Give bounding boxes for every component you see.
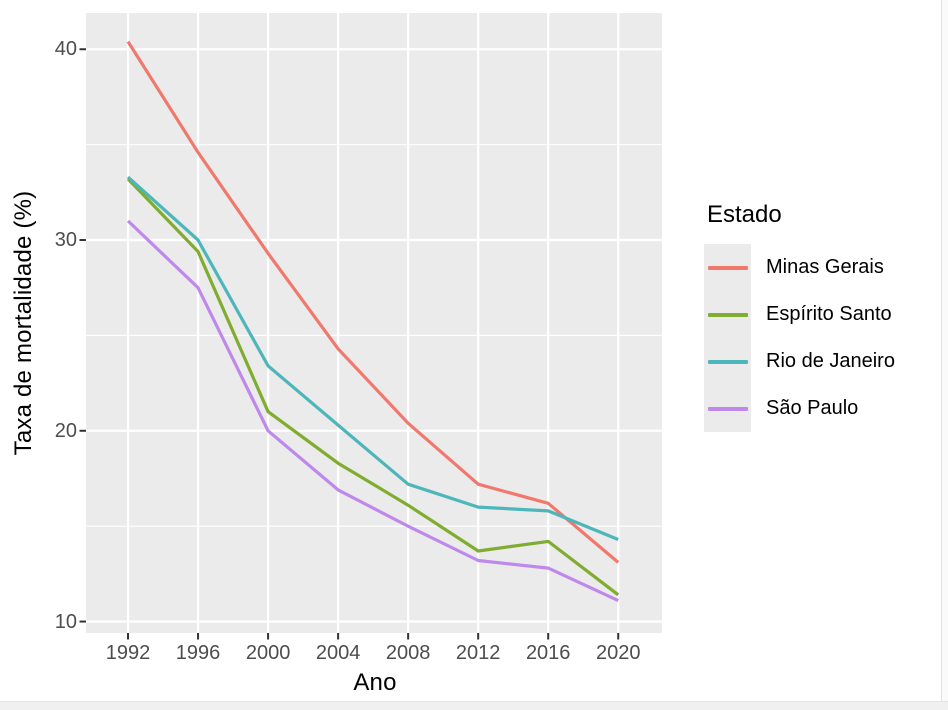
legend-item: Rio de Janeiro (704, 338, 895, 385)
x-tick-label: 2016 (525, 642, 571, 664)
legend-item: São Paulo (704, 385, 895, 432)
legend-items: Minas Gerais Espírito Santo Rio de Janeiro… (704, 244, 895, 432)
x-tick-label: 2008 (385, 642, 431, 664)
x-tick-label: 1996 (175, 642, 221, 664)
legend-key (704, 244, 751, 291)
legend-key (704, 338, 751, 385)
legend-key-line (707, 359, 748, 364)
legend: Estado Minas Gerais Espírito Santo Rio de … (704, 201, 895, 432)
y-tick-label: 30 (54, 229, 77, 251)
legend-item-label: Rio de Janeiro (766, 350, 895, 372)
y-tick-label: 20 (54, 419, 77, 442)
y-tick-label: 10 (54, 610, 77, 633)
legend-item-label: Minas Gerais (766, 256, 884, 278)
legend-title: Estado (707, 201, 782, 228)
x-tick-label: 2000 (245, 642, 291, 664)
legend-item: Minas Gerais (704, 244, 895, 291)
x-tick-label: 1992 (105, 642, 151, 664)
x-tick-label: 2012 (455, 642, 501, 664)
y-axis-title-text: Taxa de mortalidade (%) (10, 190, 37, 456)
x-axis-title: Ano (353, 669, 397, 696)
legend-key-line (707, 406, 748, 411)
series-line-minas-gerais (126, 40, 620, 564)
series-line-são-paulo (126, 219, 619, 603)
right-edge-strip (941, 0, 948, 701)
legend-key (704, 385, 751, 432)
y-tick-label: 40 (54, 38, 77, 61)
plot-panel (86, 13, 662, 633)
series-line-espírito-santo (126, 177, 620, 597)
legend-key (704, 291, 751, 338)
legend-item-label: Espírito Santo (766, 303, 892, 325)
legend-key-line (707, 265, 748, 270)
legend-item: Espírito Santo (704, 291, 895, 338)
x-tick-label: 2004 (315, 642, 361, 664)
legend-key-line (707, 312, 748, 317)
series-line-rio-de-janeiro (126, 175, 619, 541)
legend-item-label: São Paulo (766, 397, 859, 419)
bottom-edge-strip (0, 701, 948, 710)
x-tick-label: 2020 (595, 642, 641, 664)
